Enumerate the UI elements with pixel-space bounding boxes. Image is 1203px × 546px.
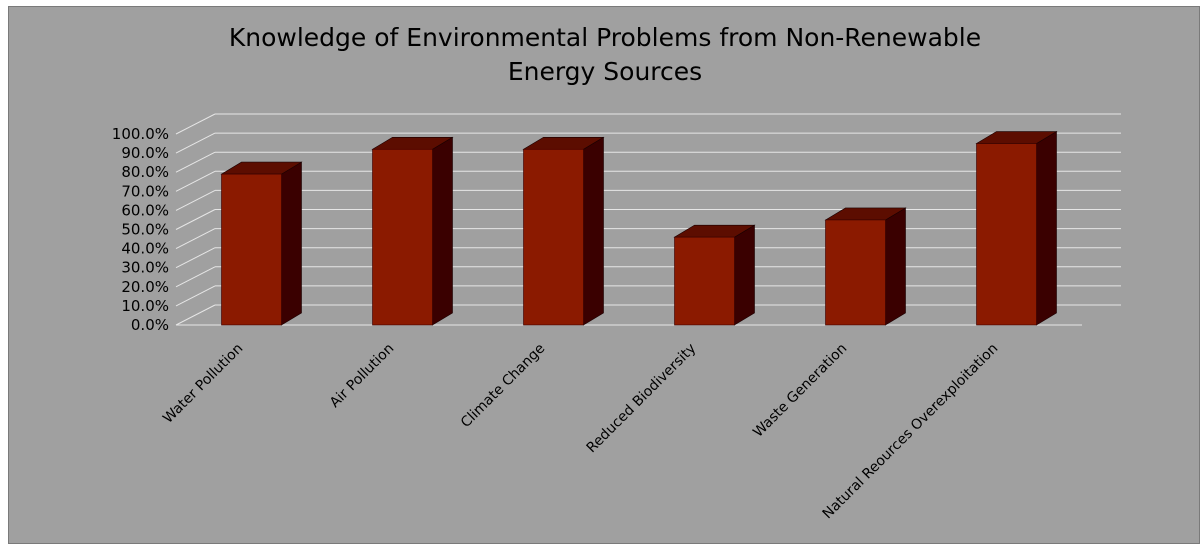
bar-side bbox=[734, 224, 755, 326]
x-tick-label: Natural Reources Overexploitation bbox=[820, 341, 1002, 523]
gridline-side bbox=[175, 247, 216, 269]
y-tick-label: 20.0% bbox=[121, 278, 169, 296]
x-tick-label: Water Pollution bbox=[160, 341, 246, 427]
y-tick-label: 50.0% bbox=[121, 221, 169, 239]
top-strip bbox=[0, 0, 1203, 6]
gridline-side bbox=[175, 189, 216, 211]
gridline-side bbox=[175, 151, 216, 173]
gridline-side bbox=[175, 170, 216, 192]
chart-title-line-1: Knowledge of Environmental Problems from… bbox=[228, 23, 982, 52]
bar-front bbox=[674, 236, 735, 326]
gridline-side bbox=[175, 132, 216, 154]
bar-front bbox=[825, 219, 886, 326]
bar-side bbox=[885, 207, 906, 326]
y-tick-label: 100.0% bbox=[112, 125, 169, 143]
gridline-side bbox=[175, 285, 216, 307]
chart-title-line-2: Energy Sources bbox=[507, 57, 703, 86]
bar-side bbox=[1036, 131, 1057, 326]
bar-front bbox=[976, 143, 1037, 326]
bar bbox=[220, 161, 303, 326]
bar bbox=[975, 131, 1058, 326]
x-tick-label: Air Pollution bbox=[327, 341, 397, 411]
bar-chart: 0.0%10.0%20.0%30.0%40.0%50.0% 60.0%70.0%8… bbox=[112, 113, 1121, 523]
x-tick-label: Climate Change bbox=[458, 341, 548, 431]
y-tick-label: 80.0% bbox=[121, 163, 169, 181]
x-axis-labels: Water Pollution Air Pollution Climate Chan… bbox=[160, 341, 1001, 523]
y-tick-label: 0.0% bbox=[131, 316, 169, 334]
bar bbox=[824, 207, 907, 326]
y-tick-label: 30.0% bbox=[121, 259, 169, 277]
x-tick-label: Reduced Biodiversity bbox=[584, 341, 700, 457]
bar-front bbox=[221, 173, 282, 326]
bar-front bbox=[372, 148, 433, 326]
bar-side bbox=[281, 161, 302, 326]
x-tick-label: Waste Generation bbox=[750, 341, 850, 441]
y-tick-label: 60.0% bbox=[121, 201, 169, 219]
bar bbox=[522, 136, 605, 326]
gridline-side bbox=[175, 266, 216, 288]
bar bbox=[673, 224, 756, 326]
bars bbox=[220, 131, 1058, 326]
y-tick-label: 70.0% bbox=[121, 182, 169, 200]
gridlines bbox=[175, 113, 1121, 326]
bar-front bbox=[523, 148, 584, 326]
y-tick-label: 40.0% bbox=[121, 240, 169, 258]
gridline-side bbox=[175, 228, 216, 250]
gridline-side bbox=[175, 304, 216, 326]
chart-area: Knowledge of Environmental Problems from… bbox=[8, 6, 1200, 544]
bar bbox=[371, 136, 454, 326]
bar-side bbox=[583, 136, 604, 326]
chart-title: Knowledge of Environmental Problems from… bbox=[9, 21, 1201, 89]
gridline-side bbox=[175, 209, 216, 230]
y-tick-label: 90.0% bbox=[121, 144, 169, 162]
bar-side bbox=[432, 136, 453, 326]
gridline-side bbox=[175, 113, 216, 135]
y-axis-labels: 0.0%10.0%20.0%30.0%40.0%50.0% 60.0%70.0%8… bbox=[112, 125, 169, 334]
y-tick-label: 10.0% bbox=[121, 297, 169, 315]
